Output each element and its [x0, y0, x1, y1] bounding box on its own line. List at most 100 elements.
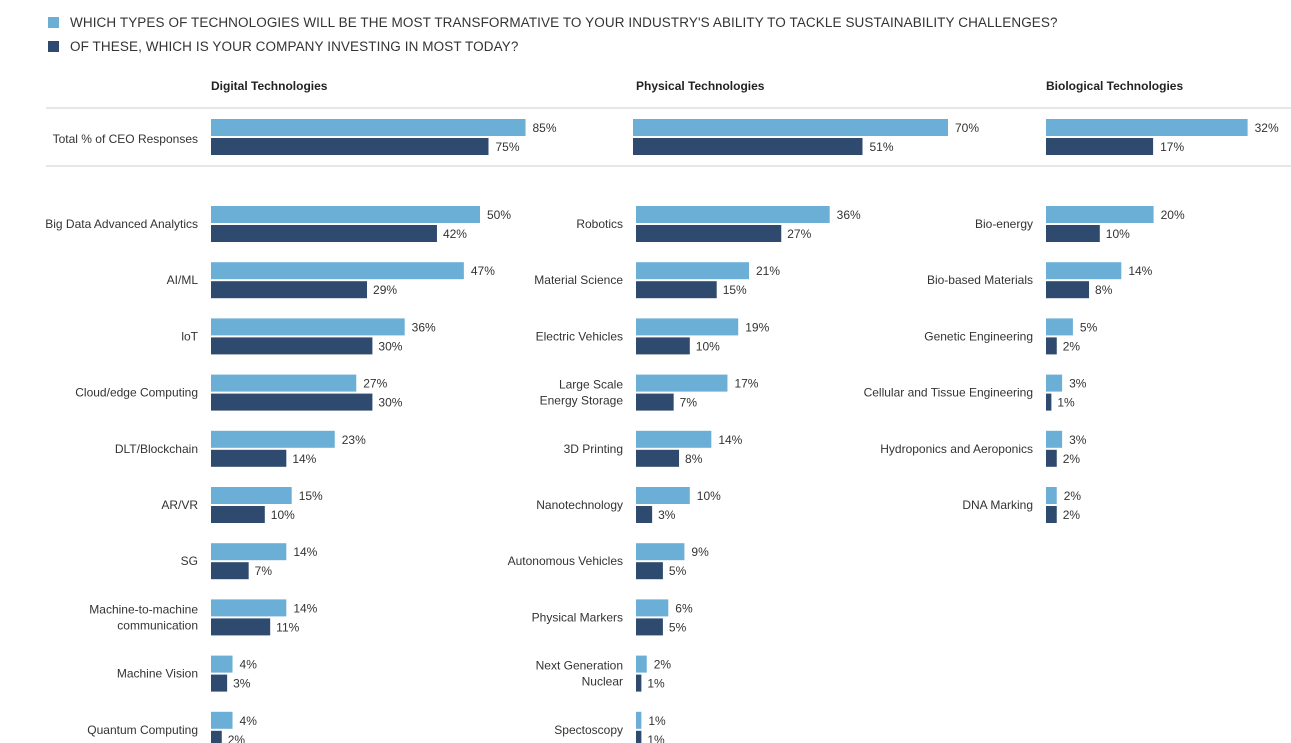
bar-value-label: 19% — [745, 320, 769, 334]
bar-investing — [1046, 337, 1057, 355]
bar-transformative — [1046, 206, 1154, 223]
total-bar-physical-transformative — [633, 119, 948, 136]
bar-transformative — [636, 318, 739, 336]
bar-value-label: 9% — [691, 545, 709, 559]
total-value-physical-investing: 51% — [870, 140, 894, 154]
total-value-biological-transformative: 32% — [1255, 121, 1279, 135]
category-label: DLT/Blockchain — [115, 442, 198, 456]
bar-transformative — [211, 318, 405, 336]
bar-value-label: 2% — [1064, 489, 1082, 503]
bar-investing — [211, 618, 271, 636]
category-label: Quantum Computing — [87, 723, 198, 737]
bar-investing — [636, 281, 717, 299]
total-bar-biological-investing — [1046, 138, 1154, 155]
bar-investing — [211, 674, 228, 692]
bar-value-label: 2% — [1063, 452, 1081, 466]
bar-investing — [636, 449, 680, 467]
bar-transformative — [211, 487, 292, 504]
category-label: Nuclear — [582, 675, 623, 689]
bar-value-label: 27% — [787, 227, 811, 241]
bar-transformative — [211, 206, 480, 223]
legend-item-investing: OF THESE, WHICH IS YOUR COMPANY INVESTIN… — [48, 34, 1058, 58]
bar-transformative — [1046, 262, 1122, 280]
bar-value-label: 29% — [373, 283, 397, 297]
panel-title-biological: Biological Technologies — [1046, 79, 1183, 93]
category-label: 3D Printing — [564, 442, 623, 456]
bar-investing — [211, 449, 287, 467]
bar-value-label: 50% — [487, 208, 511, 222]
category-label: Bio-based Materials — [927, 273, 1033, 287]
bar-investing — [211, 225, 437, 242]
category-label: Energy Storage — [540, 394, 624, 408]
bar-investing — [211, 730, 222, 743]
legend-label-investing: OF THESE, WHICH IS YOUR COMPANY INVESTIN… — [70, 38, 519, 54]
bar-transformative — [211, 655, 233, 673]
category-label: communication — [117, 618, 198, 632]
bar-value-label: 1% — [1057, 396, 1075, 410]
category-label: Cellular and Tissue Engineering — [864, 386, 1033, 400]
bar-value-label: 3% — [1069, 433, 1087, 447]
category-label: AR/VR — [161, 498, 198, 512]
bar-investing — [636, 562, 663, 580]
bar-value-label: 2% — [654, 658, 672, 672]
bar-value-label: 15% — [299, 489, 323, 503]
category-label: Machine Vision — [117, 667, 198, 681]
category-label: Electric Vehicles — [536, 329, 623, 343]
bar-value-label: 47% — [471, 264, 495, 278]
total-row-label: Total % of CEO Responses — [53, 132, 198, 146]
bar-investing — [636, 674, 642, 692]
bar-value-label: 14% — [293, 545, 317, 559]
category-label: Material Science — [534, 273, 623, 287]
bar-transformative — [636, 487, 690, 504]
bar-value-label: 36% — [837, 208, 861, 222]
legend-swatch-light — [48, 16, 59, 28]
bar-value-label: 1% — [648, 714, 666, 728]
panel-title-digital: Digital Technologies — [211, 79, 328, 93]
bar-investing — [211, 337, 373, 355]
bar-value-label: 15% — [723, 283, 747, 297]
bar-value-label: 14% — [292, 452, 316, 466]
bar-value-label: 23% — [342, 433, 366, 447]
bar-value-label: 17% — [734, 377, 758, 391]
bar-value-label: 21% — [756, 264, 780, 278]
bar-transformative — [636, 262, 749, 280]
bar-value-label: 1% — [647, 677, 665, 691]
bar-value-label: 6% — [675, 601, 693, 615]
bar-transformative — [211, 599, 287, 617]
category-label: Machine-to-machine — [89, 602, 198, 616]
bar-value-label: 3% — [233, 677, 251, 691]
bar-investing — [636, 618, 663, 636]
bar-value-label: 14% — [718, 433, 742, 447]
bar-value-label: 20% — [1161, 208, 1185, 222]
panel-title-physical: Physical Technologies — [636, 79, 765, 93]
bar-investing — [211, 281, 368, 299]
bar-transformative — [211, 543, 287, 561]
category-label: Bio-energy — [975, 217, 1033, 231]
bar-value-label: 10% — [696, 339, 720, 353]
category-label: Large Scale — [559, 378, 623, 392]
legend: WHICH TYPES OF TECHNOLOGIES WILL BE THE … — [48, 10, 1058, 58]
category-label: AI/ML — [167, 273, 199, 287]
bar-investing — [211, 562, 249, 580]
bar-transformative — [211, 711, 233, 729]
bar-transformative — [1046, 487, 1057, 504]
bar-investing — [636, 506, 653, 523]
category-label: Big Data Advanced Analytics — [45, 217, 198, 231]
bar-investing — [636, 337, 690, 355]
bar-value-label: 27% — [363, 377, 387, 391]
bar-value-label: 8% — [685, 452, 703, 466]
bar-transformative — [1046, 430, 1063, 448]
bar-transformative — [636, 206, 830, 223]
bar-transformative — [636, 599, 669, 617]
bar-transformative — [636, 430, 712, 448]
category-label: Hydroponics and Aeroponics — [880, 442, 1033, 456]
bar-investing — [1046, 449, 1057, 467]
bar-value-label: 5% — [1080, 320, 1098, 334]
bar-value-label: 10% — [1106, 227, 1130, 241]
bar-value-label: 2% — [1063, 339, 1081, 353]
category-label: Physical Markers — [532, 610, 623, 624]
bar-transformative — [636, 374, 728, 392]
bar-value-label: 42% — [443, 227, 467, 241]
bar-transformative — [211, 430, 335, 448]
category-label: Nanotechnology — [536, 498, 623, 512]
